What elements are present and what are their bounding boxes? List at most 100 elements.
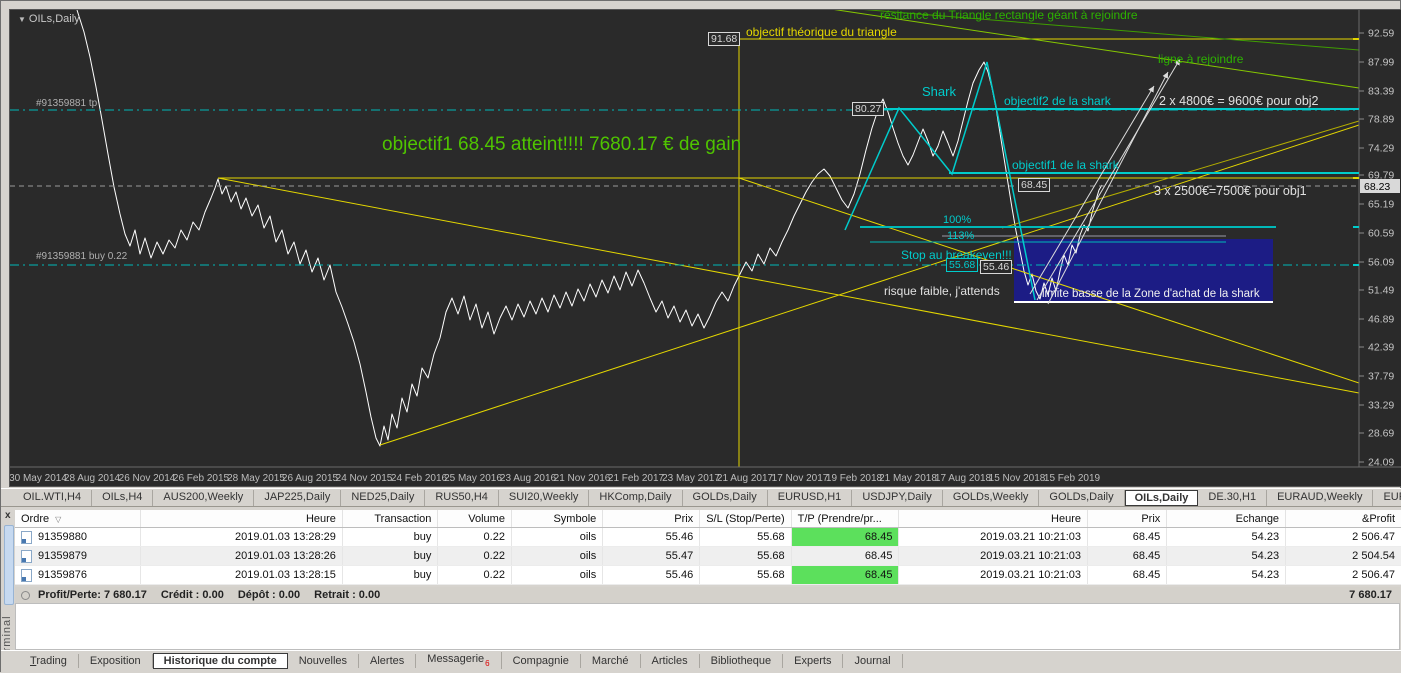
chart-symbol-label[interactable]: ▼ OILs,Daily — [18, 13, 80, 25]
x-tick-label: 28 May 2015 — [227, 473, 285, 484]
terminal-tab-journal[interactable]: Journal — [843, 653, 903, 668]
column-header-type[interactable]: Transaction — [342, 510, 439, 528]
symbol-tab-eurtry-h4[interactable]: EURTRY,H4 — [1373, 490, 1401, 506]
symbol-tab-euraud-weekly[interactable]: EURAUD,Weekly — [1267, 489, 1374, 506]
price-chart[interactable]: 92.59 87.99 83.39 78.89 74.29 69.79 65.19 60.59… — [10, 10, 1401, 486]
x-tick-label: 26 Aug 2015 — [282, 473, 339, 484]
shark-pattern-line — [844, 61, 1036, 301]
chevron-down-icon: ▼ — [18, 15, 26, 24]
price-line — [76, 10, 1103, 447]
y-tick-label: 46.89 — [1368, 314, 1394, 326]
x-tick-label: 19 Feb 2018 — [826, 473, 883, 484]
cell-price_close: 68.45 — [1087, 565, 1168, 585]
symbol-tab-sui20-weekly[interactable]: SUI20,Weekly — [499, 489, 590, 506]
cell-tp: 68.45 — [791, 565, 900, 585]
x-tick-label: 23 Aug 2016 — [500, 473, 557, 484]
summary-credit: Crédit : 0.00 — [160, 589, 224, 601]
y-tick-label: 51.49 — [1368, 285, 1394, 297]
axis-level-mark — [1353, 177, 1359, 179]
x-tick-label: 26 Nov 2014 — [119, 473, 176, 484]
cell-price_open: 55.47 — [602, 546, 701, 566]
terminal-scrollbar[interactable] — [4, 525, 14, 605]
terminal-tab-compagnie[interactable]: Compagnie — [502, 653, 581, 668]
terminal-tab-experts[interactable]: Experts — [783, 653, 844, 668]
column-header-symbol[interactable]: Symbole — [511, 510, 604, 528]
symbol-tab-oil-wti-h4[interactable]: OIL.WTI,H4 — [13, 489, 93, 506]
terminal-tab-historique-du-compte[interactable]: Historique du compte — [152, 652, 288, 669]
y-tick-label: 87.99 — [1368, 57, 1394, 69]
y-tick-label: 83.39 — [1368, 86, 1394, 98]
column-header-profit[interactable]: &Profit — [1285, 510, 1401, 528]
y-tick-label: 69.79 — [1368, 170, 1394, 182]
history-row-91359880[interactable]: 91359880 2019.01.03 13:28:29 buy 0.22 oils 55… — [15, 527, 1401, 547]
terminal-tab-nouvelles[interactable]: Nouvelles — [288, 653, 360, 668]
terminal-tab-exposition[interactable]: Exposition — [79, 653, 153, 668]
column-header-tp[interactable]: T/P (Prendre/pr... — [791, 510, 900, 528]
current-price-value: 68.23 — [1364, 181, 1390, 193]
terminal-tab-trading[interactable]: Trading — [19, 653, 79, 668]
column-header-price_close[interactable]: Prix — [1087, 510, 1168, 528]
resistance-line — [863, 10, 1360, 51]
symbol-tab-oils-h4[interactable]: OILs,H4 — [92, 489, 154, 506]
summary-profit: Profit/Perte: 7 680.17 — [38, 589, 147, 601]
order-document-icon — [21, 549, 32, 563]
symbol-tab-aus200-weekly[interactable]: AUS200,Weekly — [153, 489, 255, 506]
terminal-tab-articles[interactable]: Articles — [641, 653, 700, 668]
symbol-tab-golds-daily[interactable]: GOLDs,Daily — [1039, 489, 1125, 506]
cell-time_open: 2019.01.03 13:28:29 — [140, 527, 343, 547]
symbol-tab-rus50-h4[interactable]: RUS50,H4 — [425, 489, 499, 506]
history-row-91359876[interactable]: 91359876 2019.01.03 13:28:15 buy 0.22 oils 55… — [15, 565, 1401, 585]
x-tick-label: 30 May 2014 — [10, 473, 67, 484]
table-header-row: Ordre ▽ Heure Transaction Volume Symbole Prix S… — [15, 510, 1401, 528]
chart-panel[interactable]: 92.59 87.99 83.39 78.89 74.29 69.79 65.19 60.59… — [9, 8, 1401, 487]
symbol-tab-usdjpy-daily[interactable]: USDJPY,Daily — [852, 489, 943, 506]
x-tick-label: 21 Nov 2016 — [554, 473, 611, 484]
column-header-volume[interactable]: Volume — [437, 510, 512, 528]
terminal-tab-march-[interactable]: Marché — [581, 653, 641, 668]
column-header-order[interactable]: Ordre ▽ — [15, 510, 141, 528]
y-tick-label: 56.09 — [1368, 257, 1394, 269]
cell-sl: 55.68 — [699, 546, 792, 566]
column-header-sl[interactable]: S/L (Stop/Perte) — [699, 510, 792, 528]
cell-price_close: 68.45 — [1087, 546, 1168, 566]
x-tick-label: 21 May 2018 — [879, 473, 937, 484]
axis-level-mark — [1353, 226, 1359, 228]
symbol-tab-oils-daily[interactable]: OILs,Daily — [1124, 489, 1199, 506]
column-header-time_close[interactable]: Heure — [898, 510, 1089, 528]
summary-total: 7 680.17 — [1349, 589, 1392, 601]
cell-swap: 54.23 — [1166, 546, 1287, 566]
terminal-tab-messagerie[interactable]: Messagerie6 — [416, 652, 502, 669]
close-terminal-button[interactable]: x — [5, 510, 11, 521]
cell-profit: 2 506.47 — [1285, 527, 1401, 547]
triangle-ascending-line — [379, 124, 1360, 446]
shark-buy-zone — [1014, 239, 1273, 302]
history-row-91359879[interactable]: 91359879 2019.01.03 13:28:26 buy 0.22 oils 55… — [15, 546, 1401, 566]
projection-arrow-2 — [1047, 71, 1169, 305]
account-history-table: Ordre ▽ Heure Transaction Volume Symbole Prix S… — [15, 510, 1401, 585]
symbol-tab-de-30-h1[interactable]: DE.30,H1 — [1198, 489, 1268, 506]
column-header-time_open[interactable]: Heure — [140, 510, 343, 528]
column-header-price_open[interactable]: Prix — [602, 510, 701, 528]
terminal-tab-bibliotheque[interactable]: Bibliotheque — [700, 653, 784, 668]
symbol-tab-golds-weekly[interactable]: GOLDs,Weekly — [943, 489, 1040, 506]
cell-swap: 54.23 — [1166, 565, 1287, 585]
cell-symbol: oils — [511, 527, 604, 547]
symbol-tab-ned25-daily[interactable]: NED25,Daily — [341, 489, 426, 506]
symbol-tab-jap225-daily[interactable]: JAP225,Daily — [254, 489, 342, 506]
cell-sl: 55.68 — [699, 565, 792, 585]
x-tick-label: 25 May 2016 — [444, 473, 502, 484]
summary-row: Profit/Perte: 7 680.17 Crédit : 0.00 Dép… — [15, 587, 1400, 604]
axis-level-mark — [1353, 108, 1359, 110]
column-header-swap[interactable]: Echange — [1166, 510, 1287, 528]
symbol-tab-golds-daily[interactable]: GOLDs,Daily — [683, 489, 768, 506]
terminal-panel: x Terminal Ordre ▽ Heure Transaction Volume S… — [1, 507, 1401, 673]
y-tick-label: 78.89 — [1368, 114, 1394, 126]
terminal-tab-alertes[interactable]: Alertes — [359, 653, 417, 668]
projection-arrow-1 — [1036, 58, 1181, 301]
terminal-blank-area — [15, 604, 1400, 650]
y-tick-label: 65.19 — [1368, 199, 1394, 211]
symbol-tab-hkcomp-daily[interactable]: HKComp,Daily — [589, 489, 683, 506]
symbol-tab-eurusd-h1[interactable]: EURUSD,H1 — [768, 489, 853, 506]
y-tick-label: 24.09 — [1368, 457, 1394, 469]
